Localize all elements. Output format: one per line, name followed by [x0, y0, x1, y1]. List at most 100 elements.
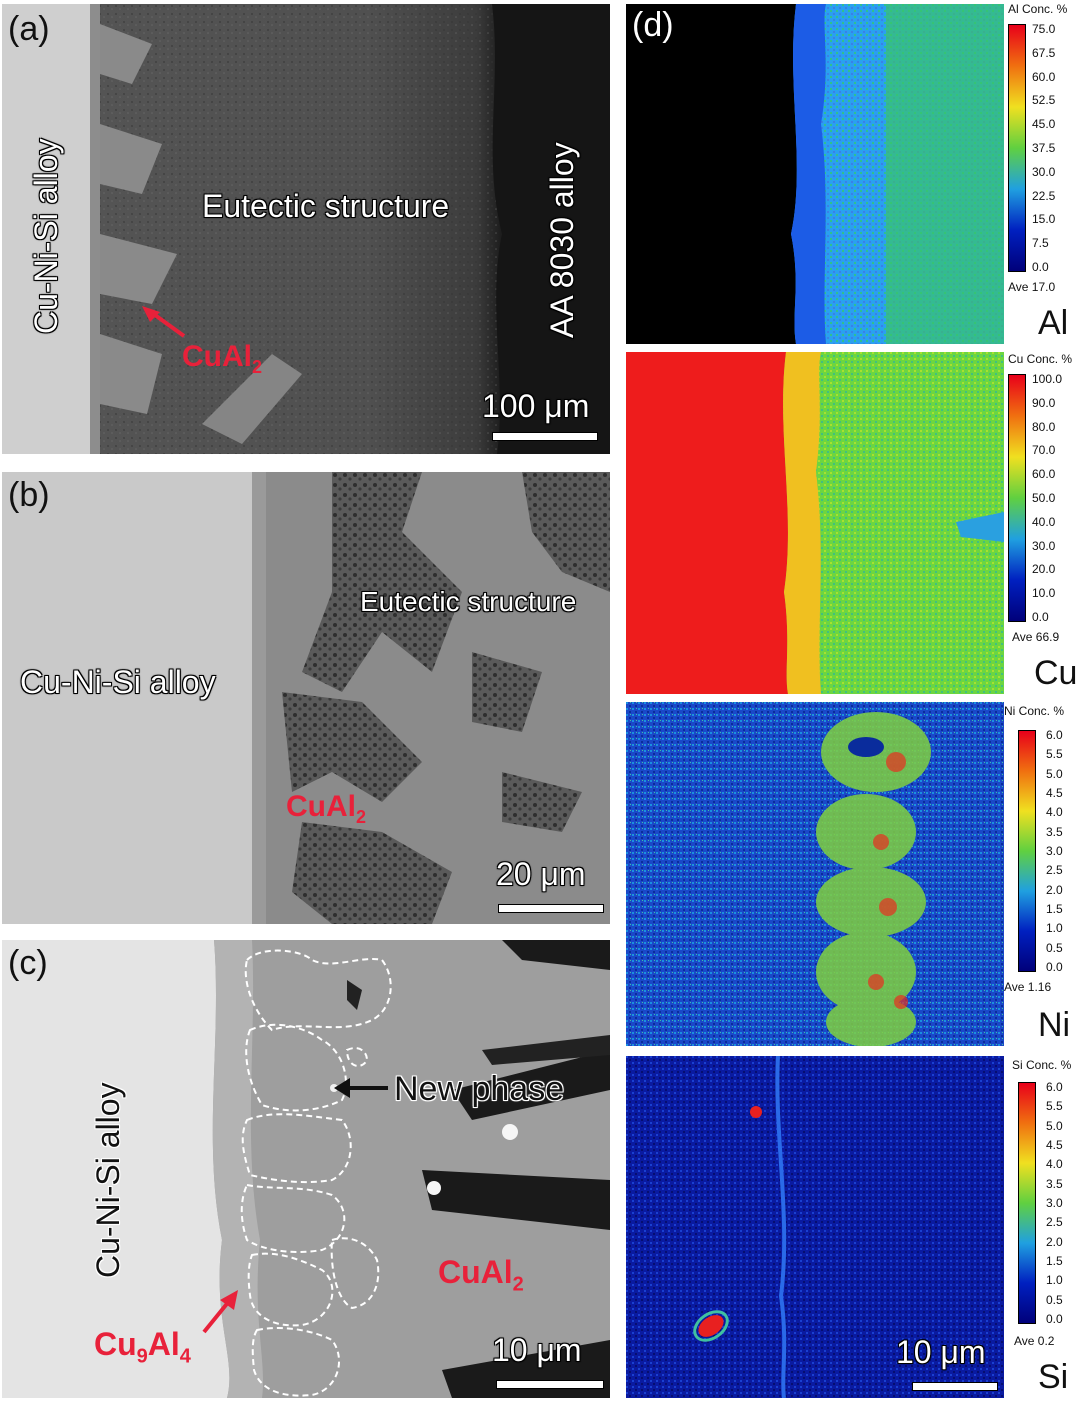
colorbar-tick: 30.0: [1032, 164, 1056, 179]
colorbar-si-title: Si Conc. %: [1012, 1058, 1072, 1072]
colorbar-tick: 60.0: [1032, 467, 1056, 482]
panel-c-scale-bar: [496, 1380, 604, 1389]
map-si-element: Si: [1038, 1358, 1069, 1396]
colorbar-tick: 0.5: [1046, 1292, 1063, 1307]
map-cu: [626, 352, 1004, 694]
colorbar-tick: 100.0: [1032, 372, 1063, 386]
colorbar-cu-ave: Ave 66.9: [1012, 630, 1060, 644]
panel-d-label: (d): [632, 6, 674, 44]
colorbar-tick: 2.0: [1046, 882, 1063, 897]
panel-c-arrow-cu9al4: [202, 1290, 238, 1334]
panel-a-micrograph: [2, 4, 610, 454]
panel-a-center-text: Eutectic structure: [202, 188, 450, 224]
colorbar-cu-title: Cu Conc. %: [1008, 352, 1073, 366]
colorbar-si-bar: [1018, 1082, 1036, 1324]
colorbar-tick: 3.0: [1046, 843, 1063, 858]
map-ni-image: [626, 702, 1004, 1046]
map-si-image: [626, 1056, 1004, 1398]
colorbar-tick: 1.0: [1046, 1273, 1063, 1288]
colorbar-tick: 3.5: [1046, 824, 1063, 839]
panel-d-scale-bar: [912, 1382, 998, 1391]
colorbar-tick: 0.0: [1046, 959, 1063, 974]
map-al-element: Al: [1038, 304, 1069, 342]
panel-b-micrograph: [2, 472, 610, 924]
colorbar-tick: 4.5: [1046, 785, 1063, 800]
colorbar-al-bar: [1008, 24, 1026, 272]
panel-c-micrograph: [2, 940, 610, 1398]
colorbar-tick: 0.0: [1032, 259, 1049, 274]
map-ni-element: Ni: [1038, 1006, 1071, 1044]
panel-c-label: (c): [8, 944, 48, 982]
colorbar-tick: 2.0: [1046, 1234, 1063, 1249]
colorbar-tick: 2.5: [1046, 1215, 1063, 1230]
panel-c-arrow-new-phase: [334, 1078, 388, 1098]
colorbar-tick: 30.0: [1032, 538, 1056, 553]
colorbar-tick: 52.5: [1032, 93, 1056, 108]
panel-a-phase-label: CuAl2: [182, 340, 263, 377]
colorbar-tick: 40.0: [1032, 514, 1056, 529]
map-cu-image: [626, 352, 1004, 694]
colorbar-tick: 67.5: [1032, 45, 1056, 60]
colorbar-tick: 45.0: [1032, 117, 1056, 132]
panel-a: (a) Cu-Ni-Si alloy Eutectic structure AA…: [2, 4, 610, 454]
colorbar-tick: 2.5: [1046, 863, 1063, 878]
colorbar-si-ave: Ave 0.2: [1014, 1334, 1055, 1348]
colorbar-cu-bar: [1008, 374, 1026, 622]
colorbar-tick: 0.0: [1032, 609, 1049, 624]
panel-d: (d): [624, 0, 1080, 1402]
panel-a-left-text: Cu-Ni-Si alloy: [28, 138, 64, 334]
colorbar-tick: 37.5: [1032, 140, 1056, 155]
colorbar-ni-ave: Ave 1.16: [1004, 980, 1052, 994]
colorbar-tick: 1.5: [1046, 901, 1063, 916]
colorbar-tick: 5.5: [1046, 747, 1063, 762]
colorbar-tick: 22.5: [1032, 188, 1056, 203]
colorbar-tick: 6.0: [1046, 728, 1063, 742]
map-ni: [626, 702, 1004, 1046]
panel-a-scale-label: 100 μm: [482, 388, 590, 424]
panel-c-phase2-label: Cu9Al4: [94, 1326, 191, 1368]
panel-b-left-text: Cu-Ni-Si alloy: [20, 664, 216, 700]
colorbar-tick: 10.0: [1032, 586, 1056, 601]
colorbar-tick: 6.0: [1046, 1080, 1063, 1094]
panel-c-left-text: Cu-Ni-Si alloy: [90, 1082, 126, 1278]
panel-c-scale-label: 10 μm: [492, 1332, 582, 1368]
map-al: (d): [626, 4, 1004, 344]
colorbar-tick: 90.0: [1032, 395, 1056, 410]
colorbar-tick: 4.0: [1046, 1157, 1063, 1172]
colorbar-tick: 5.5: [1046, 1099, 1063, 1114]
panel-a-arrow: [142, 306, 186, 338]
map-al-image: [626, 4, 1004, 344]
colorbar-tick: 5.0: [1046, 766, 1063, 781]
colorbar-tick: 80.0: [1032, 419, 1056, 434]
map-cu-element: Cu: [1034, 654, 1078, 692]
panel-b-scale-bar: [498, 904, 604, 913]
panel-a-scale-bar: [492, 432, 598, 441]
colorbar-tick: 5.0: [1046, 1118, 1063, 1133]
colorbar-ni-ticks: 6.0 5.5 5.0 4.5 4.0 3.5 3.0 2.5 2.0 1.5 …: [1046, 728, 1063, 974]
colorbar-ni-bar: [1018, 730, 1036, 972]
colorbar-tick: 3.0: [1046, 1195, 1063, 1210]
panel-a-label: (a): [8, 10, 50, 48]
panel-a-right-text: AA 8030 alloy: [544, 142, 580, 338]
colorbar-cu-ticks: 100.0 90.0 80.0 70.0 60.0 50.0 40.0 30.0…: [1032, 372, 1062, 624]
panel-b: (b) Cu-Ni-Si alloy Eutectic structure Cu…: [2, 472, 610, 924]
colorbar-tick: 15.0: [1032, 212, 1056, 227]
colorbar-al-title: Al Conc. %: [1008, 2, 1068, 16]
panel-b-phase-label: CuAl2: [286, 790, 367, 827]
colorbar-tick: 60.0: [1032, 69, 1056, 84]
colorbar-tick: 7.5: [1032, 236, 1049, 251]
colorbar-tick: 0.0: [1046, 1311, 1063, 1326]
panel-c-phase-label: CuAl2: [438, 1254, 524, 1296]
map-si: 10 μm: [626, 1056, 1004, 1398]
colorbar-tick: 50.0: [1032, 490, 1056, 505]
colorbar-si-ticks: 6.0 5.5 5.0 4.5 4.0 3.5 3.0 2.5 2.0 1.5 …: [1046, 1080, 1063, 1326]
panel-b-scale-label: 20 μm: [496, 856, 586, 892]
colorbar-tick: 70.0: [1032, 443, 1056, 458]
colorbar-tick: 0.5: [1046, 940, 1063, 955]
colorbar-tick: 4.0: [1046, 805, 1063, 820]
panel-c-new-phase-label: New phase: [394, 1070, 565, 1108]
colorbar-tick: 3.5: [1046, 1176, 1063, 1191]
colorbar-tick: 75.0: [1032, 22, 1056, 36]
panel-b-label: (b): [8, 476, 50, 514]
colorbar-al-ticks: 75.0 67.5 60.0 52.5 45.0 37.5 30.0 22.5 …: [1032, 22, 1055, 274]
